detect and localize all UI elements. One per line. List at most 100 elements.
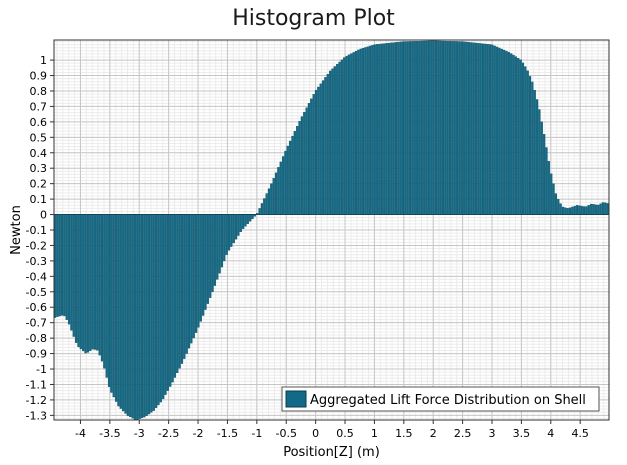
- histogram-bar: [199, 214, 202, 322]
- x-tick-label: -1: [251, 427, 262, 440]
- histogram-bar: [486, 44, 489, 215]
- histogram-bar: [493, 45, 496, 215]
- histogram-bar: [67, 214, 71, 325]
- histogram-bar: [213, 214, 217, 286]
- histogram-bar: [192, 214, 195, 339]
- histogram-bar: [310, 98, 313, 215]
- histogram-bar: [425, 40, 428, 215]
- histogram-bar: [545, 147, 548, 215]
- histogram-bar: [503, 49, 506, 215]
- histogram-bar: [575, 205, 579, 215]
- histogram-bar: [460, 41, 463, 215]
- histogram-bar: [234, 214, 238, 240]
- y-tick-label: 0.9: [30, 70, 48, 83]
- histogram-bar: [571, 206, 574, 215]
- histogram-bar: [70, 214, 73, 331]
- histogram-bar: [488, 44, 492, 215]
- x-tick-label: -2.5: [158, 427, 179, 440]
- histogram-bar: [427, 40, 431, 215]
- histogram-bar: [131, 214, 134, 419]
- histogram-bar: [114, 214, 118, 402]
- x-tick-label: -0.5: [275, 427, 296, 440]
- histogram-bar: [274, 172, 278, 215]
- histogram-bar: [112, 214, 115, 398]
- histogram-bar: [180, 214, 184, 364]
- histogram-bar: [178, 214, 181, 369]
- histogram-bar: [91, 214, 94, 350]
- histogram-bar: [448, 41, 452, 215]
- histogram-bar: [124, 214, 127, 414]
- histogram-bar: [277, 167, 280, 215]
- histogram-bar: [451, 41, 454, 215]
- histogram-bar: [171, 214, 174, 383]
- histogram-bar: [107, 214, 111, 387]
- histogram-bar: [604, 202, 607, 215]
- histogram-bar: [559, 203, 562, 215]
- histogram-bar: [100, 214, 104, 362]
- histogram-bar: [84, 214, 87, 354]
- histogram-bar: [79, 214, 82, 350]
- y-tick-label: -0.7: [26, 317, 47, 330]
- histogram-bar: [173, 214, 177, 378]
- y-tick-label: -0.8: [26, 332, 47, 345]
- histogram-bar: [298, 121, 301, 215]
- histogram-bar: [528, 76, 532, 215]
- histogram-bar: [223, 214, 226, 262]
- histogram-bar: [606, 203, 609, 215]
- y-tick-label: 0.3: [30, 162, 48, 175]
- histogram-bar: [479, 43, 482, 215]
- histogram-bar: [432, 40, 435, 215]
- histogram-bar: [86, 214, 90, 353]
- histogram-bar: [314, 90, 318, 215]
- histogram-bar: [441, 40, 445, 215]
- histogram-bar: [564, 207, 567, 215]
- histogram-bar: [495, 46, 499, 215]
- histogram-bar: [397, 41, 400, 215]
- histogram-bar: [138, 214, 141, 419]
- histogram-bar: [202, 214, 205, 316]
- histogram-bar: [507, 51, 510, 215]
- histogram-bar: [194, 214, 198, 333]
- histogram-bar: [458, 41, 461, 215]
- histogram-bar: [521, 62, 525, 215]
- y-axis-ticks: -1.3 -1.2 -1.1 -1 -0.9 -0.8 -0.7 -0.6 -0.5 -0.4 -0…: [26, 54, 54, 422]
- histogram-bar: [164, 214, 167, 395]
- histogram-bar: [404, 41, 407, 215]
- y-tick-label: -1.1: [26, 378, 47, 391]
- histogram-bar: [98, 214, 101, 356]
- histogram-bar: [383, 43, 386, 215]
- histogram-bar: [385, 43, 388, 215]
- histogram-bar: [540, 121, 543, 215]
- x-tick-label: 4.5: [571, 427, 589, 440]
- y-tick-label: 0.8: [30, 85, 48, 98]
- histogram-bar: [592, 204, 595, 215]
- histogram-bar: [159, 214, 162, 403]
- x-tick-label: 3: [489, 427, 496, 440]
- histogram-bar: [594, 204, 597, 215]
- histogram-bar: [251, 214, 254, 220]
- histogram-bar: [519, 59, 522, 215]
- y-tick-label: -0.5: [26, 286, 47, 299]
- x-tick-label: 1.5: [395, 427, 413, 440]
- histogram-bar: [455, 41, 459, 215]
- histogram-bar: [420, 40, 423, 215]
- y-tick-label: -1.2: [26, 394, 47, 407]
- histogram-bar: [239, 214, 242, 233]
- histogram-bar: [338, 61, 341, 215]
- histogram-bar: [533, 90, 536, 215]
- histogram-bar: [359, 48, 362, 215]
- histogram-bar: [204, 214, 207, 310]
- histogram-bars: [53, 40, 609, 420]
- histogram-bar: [286, 145, 289, 215]
- histogram-bar: [510, 53, 513, 215]
- x-axis-label: Position[Z] (m): [283, 445, 380, 460]
- histogram-bar: [237, 214, 240, 236]
- y-tick-label: -0.6: [26, 301, 47, 314]
- histogram-bar: [408, 41, 412, 215]
- histogram-bar: [512, 54, 515, 215]
- histogram-bar: [63, 214, 66, 317]
- histogram-bar: [368, 45, 372, 215]
- y-tick-label: 0.4: [30, 147, 48, 160]
- histogram-bar: [117, 214, 120, 407]
